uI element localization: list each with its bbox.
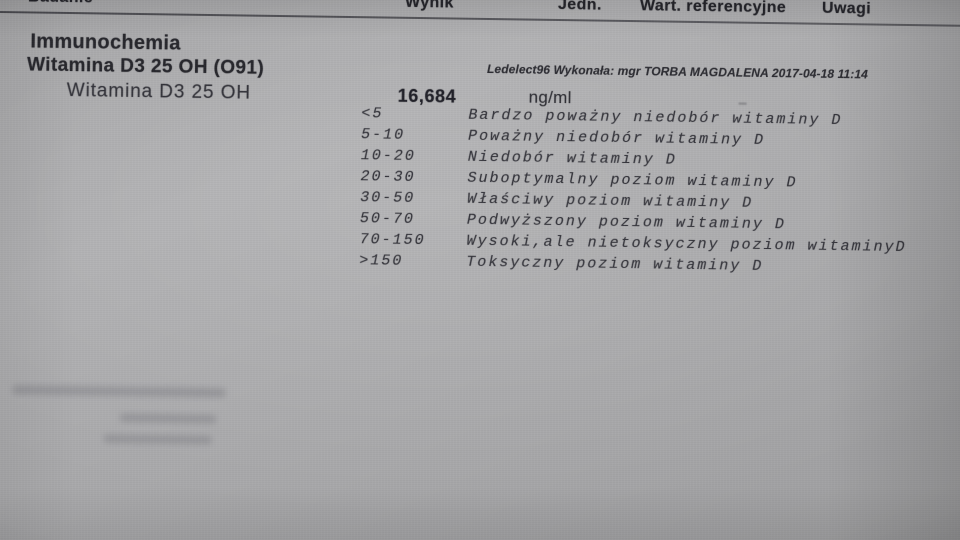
reference-range-value: 20-30	[360, 168, 416, 186]
reference-range-description: Właściwy poziom witaminy D	[467, 190, 754, 212]
reference-range-value: 70-150	[359, 231, 426, 250]
test-name: Witamina D3 25 OH (O91)	[26, 54, 265, 79]
reference-range-description: Podwyższony poziom witaminy D	[466, 211, 787, 234]
bleed-through-smudge	[119, 413, 217, 424]
reference-range-value: 50-70	[359, 210, 416, 228]
column-header-jedn: Jedn.	[557, 0, 602, 14]
column-header-uwagi: Uwagi	[821, 0, 872, 18]
bleed-through-smudge	[103, 434, 212, 445]
reference-range-value: 10-20	[360, 147, 416, 165]
reference-range-value: <5	[361, 105, 384, 123]
section-title-immunochemia: Immunochemia	[30, 30, 181, 55]
reference-range-value: >150	[359, 252, 404, 270]
result-value: 16,684	[397, 85, 457, 107]
header-divider-line	[0, 10, 960, 27]
column-header-wynik: Wynik	[404, 0, 454, 12]
reference-range-description: Bardzo poważny niedobór witaminy D	[468, 106, 843, 130]
reference-range-description: Suboptymalny poziom witaminy D	[467, 169, 798, 192]
faint-ink-mark	[738, 102, 747, 105]
performed-by-line: Ledelect96 Wykonała: mgr TORBA MAGDALENA…	[486, 61, 869, 82]
reference-range-value: 5-10	[360, 126, 406, 144]
reference-range-description: Poważny niedobór witaminy D	[467, 127, 766, 149]
reference-range-description: Niedobór witaminy D	[467, 148, 677, 169]
column-header-wart-referencyjne: Wart. referencyjne	[639, 0, 787, 17]
bleed-through-smudge	[12, 385, 226, 398]
result-unit: ng/ml	[528, 87, 572, 108]
column-header-badanie: Badanie	[28, 0, 93, 7]
reference-range-description: Toksyczny poziom witaminy D	[466, 253, 764, 275]
reference-range-value: 30-50	[360, 189, 416, 207]
